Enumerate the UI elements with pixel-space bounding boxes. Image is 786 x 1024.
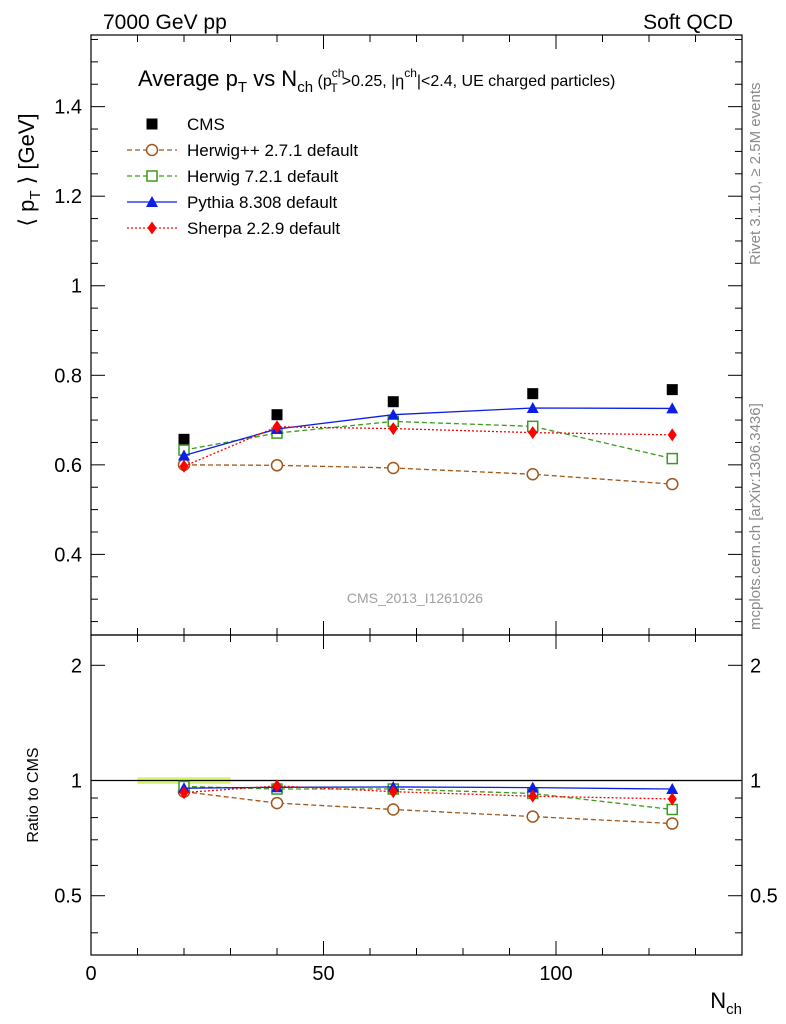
y-tick-label: 0.8 bbox=[54, 365, 82, 387]
data-point-cms bbox=[527, 388, 539, 400]
legend-item-cms: CMS bbox=[146, 115, 225, 134]
ratio-point-sherpa bbox=[272, 779, 282, 793]
data-point-sherpa bbox=[179, 459, 189, 473]
mcplots-label: mcplots.cern.ch [arXiv:1306.3436] bbox=[747, 403, 764, 630]
series-line-pythia bbox=[183, 407, 673, 457]
y-tick-label: 0.6 bbox=[54, 455, 82, 477]
data-point-cms bbox=[387, 396, 399, 408]
legend-label: CMS bbox=[187, 115, 225, 134]
data-point-herwigpp bbox=[270, 459, 284, 472]
ratio-point-herwig7 bbox=[666, 803, 678, 816]
ratio-point-sherpa bbox=[388, 785, 398, 799]
data-point-pythia bbox=[666, 402, 679, 414]
y-tick-label: 1.4 bbox=[54, 97, 82, 119]
legend: CMS Herwig++ 2.7.1 default Herwig 7.2.1 de… bbox=[127, 115, 358, 238]
ratio-y-tick-label: 1 bbox=[71, 771, 82, 793]
ratio-point-sherpa bbox=[667, 792, 677, 806]
legend-marker bbox=[146, 170, 158, 182]
data-point-sherpa bbox=[667, 428, 677, 442]
data-point-pythia bbox=[387, 408, 400, 420]
data-point-cms bbox=[178, 433, 190, 445]
legend-label: Pythia 8.308 default bbox=[187, 193, 338, 212]
ratio-point-pythia bbox=[666, 783, 679, 795]
plot-title: Average pT vs Nch (pch T >0.25, |ηch|<2.4,… bbox=[138, 66, 615, 96]
ratio-point-herwigpp bbox=[270, 796, 284, 810]
ratio-y-tick-label: 0.5 bbox=[54, 886, 82, 908]
ratio-y-tick-label-right: 1 bbox=[750, 771, 761, 793]
series-line-herwig7 bbox=[183, 420, 673, 460]
ratio-point-sherpa bbox=[528, 789, 538, 803]
ratio-y-tick-label-right: 2 bbox=[750, 655, 761, 677]
ratio-point-pythia bbox=[526, 781, 539, 793]
ratio-line-herwig7 bbox=[183, 785, 673, 811]
x-tick-label: 50 bbox=[312, 963, 334, 985]
series-line-herwigpp bbox=[183, 464, 673, 485]
data-point-sherpa bbox=[528, 426, 538, 440]
legend-item-pythia: Pythia 8.308 default bbox=[127, 193, 338, 212]
data-point-herwigpp bbox=[387, 461, 400, 475]
legend-label: Herwig++ 2.7.1 default bbox=[187, 141, 358, 160]
ratio-point-sherpa bbox=[179, 786, 189, 800]
data-point-cms bbox=[666, 384, 678, 396]
ratio-line-herwigpp bbox=[183, 791, 673, 825]
y-axis-label: ⟨ pT ⟩ [GeV] bbox=[14, 113, 44, 226]
data-point-pythia bbox=[178, 449, 190, 461]
legend-marker bbox=[146, 118, 158, 130]
data-point-herwigpp bbox=[526, 468, 539, 481]
x-tick-label: 0 bbox=[85, 963, 96, 985]
legend-label: Herwig 7.2.1 default bbox=[187, 167, 338, 186]
legend-item-herwigpp: Herwig++ 2.7.1 default bbox=[127, 141, 358, 160]
rivet-label: Rivet 3.1.10, ≥ 2.5M events bbox=[747, 83, 764, 266]
ratio-y-tick-label: 2 bbox=[71, 655, 82, 677]
legend-label: Sherpa 2.2.9 default bbox=[187, 219, 340, 238]
data-point-sherpa bbox=[272, 420, 282, 434]
legend-item-herwig7: Herwig 7.2.1 default bbox=[127, 167, 338, 186]
header-right: Soft QCD bbox=[643, 11, 733, 34]
x-axis-label: Nch bbox=[710, 988, 742, 1018]
ratio-point-herwigpp bbox=[526, 810, 539, 823]
data-point-herwig7 bbox=[666, 452, 678, 465]
data-point-pythia bbox=[526, 401, 539, 413]
y-tick-label: 1 bbox=[71, 276, 82, 298]
header-left: 7000 GeV pp bbox=[103, 11, 227, 34]
watermark: CMS_2013_I1261026 bbox=[347, 590, 483, 606]
ratio-panel: 0.5 0.5 1 1 2 2 0 50 100 Ratio to CMS Nch bbox=[25, 634, 778, 1018]
ratio-point-herwigpp bbox=[666, 817, 679, 830]
data-point-cms bbox=[271, 409, 283, 421]
data-point-herwigpp bbox=[666, 477, 679, 491]
ratio-point-herwigpp bbox=[387, 803, 400, 816]
legend-marker bbox=[146, 196, 158, 207]
legend-marker bbox=[147, 221, 157, 235]
data-point-sherpa bbox=[388, 422, 398, 436]
legend-item-sherpa: Sherpa 2.2.9 default bbox=[127, 219, 340, 238]
series-line-sherpa bbox=[183, 426, 673, 467]
main-panel: 0.4 0.6 0.8 1 1.2 1.4 CMS_2013_I1261026 Avera… bbox=[14, 34, 743, 636]
ratio-y-tick-label-right: 0.5 bbox=[750, 886, 778, 908]
x-tick-label: 100 bbox=[539, 963, 572, 985]
y-tick-label: 0.4 bbox=[54, 544, 82, 566]
ratio-y-axis-label: Ratio to CMS bbox=[25, 747, 42, 842]
y-tick-label: 1.2 bbox=[54, 186, 82, 208]
legend-marker bbox=[145, 143, 159, 157]
